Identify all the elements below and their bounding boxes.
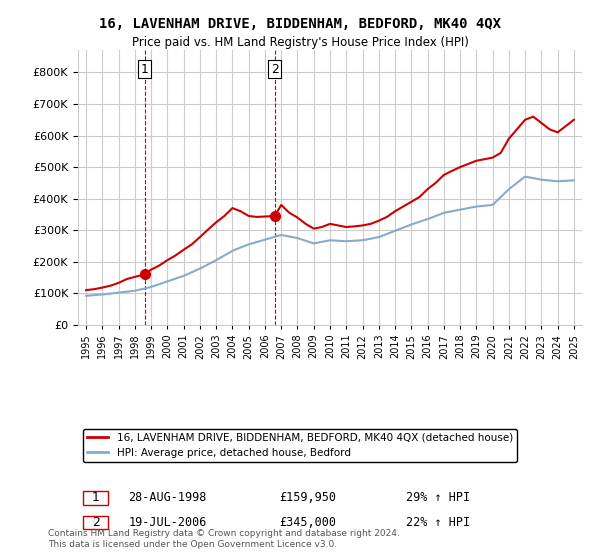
- Text: £159,950: £159,950: [280, 491, 337, 504]
- Text: 2: 2: [92, 516, 100, 529]
- Text: Contains HM Land Registry data © Crown copyright and database right 2024.
This d: Contains HM Land Registry data © Crown c…: [48, 529, 400, 549]
- Text: Price paid vs. HM Land Registry's House Price Index (HPI): Price paid vs. HM Land Registry's House …: [131, 36, 469, 49]
- Text: £345,000: £345,000: [280, 516, 337, 529]
- Text: 29% ↑ HPI: 29% ↑ HPI: [406, 491, 470, 504]
- Text: 16, LAVENHAM DRIVE, BIDDENHAM, BEDFORD, MK40 4QX: 16, LAVENHAM DRIVE, BIDDENHAM, BEDFORD, …: [99, 17, 501, 31]
- Text: 19-JUL-2006: 19-JUL-2006: [128, 516, 207, 529]
- Text: 22% ↑ HPI: 22% ↑ HPI: [406, 516, 470, 529]
- FancyBboxPatch shape: [83, 491, 108, 505]
- Text: 1: 1: [141, 63, 149, 76]
- Text: 1: 1: [92, 491, 100, 504]
- Text: 2: 2: [271, 63, 278, 76]
- FancyBboxPatch shape: [83, 516, 108, 529]
- Legend: 16, LAVENHAM DRIVE, BIDDENHAM, BEDFORD, MK40 4QX (detached house), HPI: Average : 16, LAVENHAM DRIVE, BIDDENHAM, BEDFORD, …: [83, 429, 517, 462]
- Text: 28-AUG-1998: 28-AUG-1998: [128, 491, 207, 504]
